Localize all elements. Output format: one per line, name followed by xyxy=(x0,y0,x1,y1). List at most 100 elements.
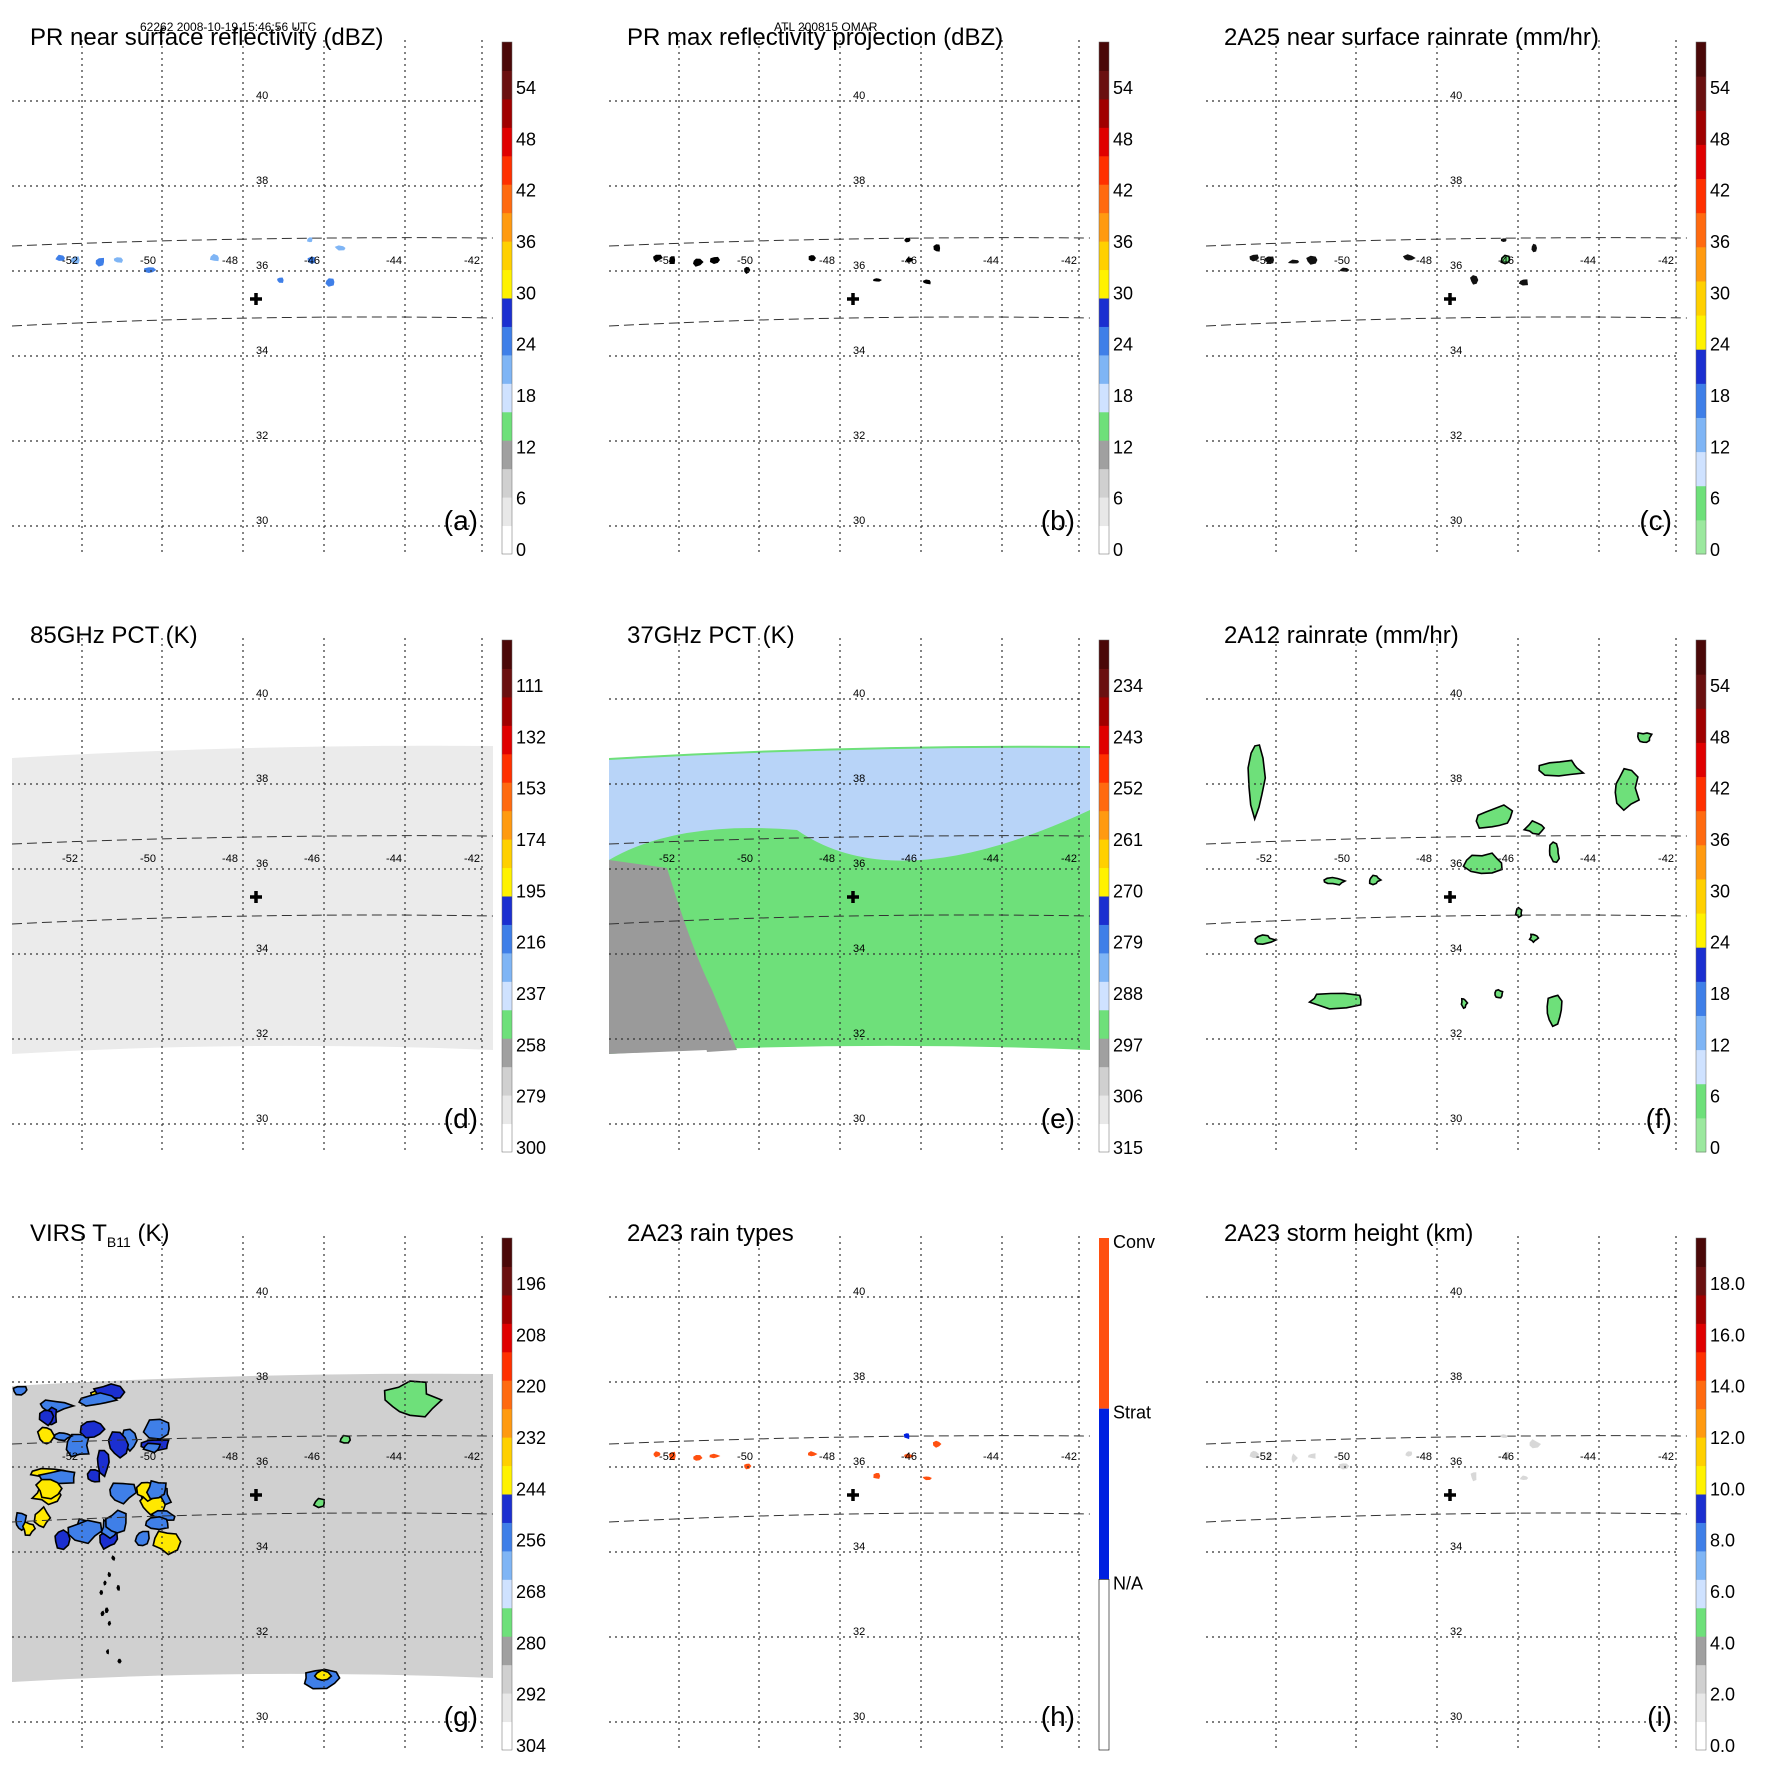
rain-contour xyxy=(1546,994,1563,1028)
rain-cell xyxy=(1500,254,1511,265)
cold-cloud xyxy=(339,1434,352,1444)
rain-cell xyxy=(668,1451,676,1461)
lon-label: -44 xyxy=(983,1451,999,1463)
cold-cloud xyxy=(105,1649,109,1655)
panel-h: 40 38 36 34 32 30 -52 -50 -48 -46 -44 -42 (h) N/A Stra… xyxy=(597,1196,1187,1786)
colorbar: 300 279 258 237 216 195 174 153 132 111 xyxy=(501,639,546,1158)
colorbar-segment xyxy=(1099,298,1109,327)
colorbar-label: 2.0 xyxy=(1710,1685,1735,1705)
colorbar-segment xyxy=(502,298,512,327)
colorbar: 0 6 12 18 24 30 36 42 48 54 xyxy=(1695,41,1730,560)
colorbar-segment xyxy=(1099,98,1109,128)
colorbar-segment xyxy=(1099,981,1109,1011)
orbit-header: 62262 2008-10-19 15:46:56 UTC xyxy=(140,20,317,34)
rain-cell xyxy=(1518,279,1528,286)
lon-label: -42 xyxy=(1658,255,1674,267)
colorbar-segment xyxy=(1696,1294,1706,1324)
panel-title-text: 2A23 storm height (km) xyxy=(1224,1220,1474,1247)
panel-map: 40 38 36 34 32 30 -52 -50 -48 -46 -44 -42 (g) 304 292 2… xyxy=(11,1236,546,1756)
lat-label: 34 xyxy=(256,1541,268,1553)
colorbar-segment xyxy=(502,725,512,755)
colorbar-label: 12 xyxy=(516,437,536,457)
swath-edge xyxy=(608,1435,1091,1445)
colorbar-segment xyxy=(502,1380,512,1410)
lat-label: 32 xyxy=(1450,430,1462,442)
colorbar-segment xyxy=(1696,76,1706,111)
colorbar-segment xyxy=(502,269,512,299)
cold-cloud xyxy=(34,1478,63,1500)
lon-label: -44 xyxy=(1580,1451,1596,1463)
rain-cell xyxy=(277,277,284,283)
rain-cell xyxy=(1307,1453,1316,1459)
lon-label: -44 xyxy=(983,255,999,267)
colorbar-label: 280 xyxy=(516,1633,546,1653)
colorbar-segment xyxy=(1099,1009,1109,1039)
colorbar-label: 12 xyxy=(1113,437,1133,457)
graticule: 40 38 36 34 32 30 -52 -50 -48 -46 -44 -42 xyxy=(12,40,483,552)
colorbar-label: 30 xyxy=(516,283,536,303)
rain-cell xyxy=(693,1455,703,1461)
colorbar-segment xyxy=(502,1550,512,1580)
lat-label: 38 xyxy=(853,1371,865,1383)
rain-cell xyxy=(1500,238,1507,242)
lon-label: -42 xyxy=(1658,1451,1674,1463)
swath-edge xyxy=(608,914,1091,925)
colorbar-label: 111 xyxy=(516,676,543,696)
rain-cell xyxy=(906,257,914,263)
colorbar-segment xyxy=(502,1323,512,1353)
colorbar-label: 220 xyxy=(516,1377,546,1397)
colorbar-segment xyxy=(1696,913,1706,948)
lat-label: 30 xyxy=(853,1113,865,1125)
colorbar-label: 0 xyxy=(516,540,526,560)
storm-center-icon xyxy=(1444,293,1456,305)
colorbar: 315 306 297 288 279 270 261 252 243 234 xyxy=(1098,639,1143,1158)
rain-cell xyxy=(808,1451,818,1457)
panel-letter: (f) xyxy=(1646,1103,1672,1134)
rain-cell xyxy=(209,253,219,262)
lat-label: 34 xyxy=(1450,943,1462,955)
colorbar-segment xyxy=(1099,42,1109,71)
swath-edge xyxy=(608,237,1091,247)
colorbar-label: 42 xyxy=(1710,181,1730,201)
lat-label: 34 xyxy=(853,943,865,955)
rain-contour xyxy=(1307,992,1362,1010)
panel-letter: (a) xyxy=(444,505,478,536)
colorbar-segment xyxy=(502,440,512,470)
colorbar-segment xyxy=(1099,924,1109,954)
cold-cloud xyxy=(104,1607,109,1614)
swath xyxy=(12,1373,493,1682)
lon-label: -52 xyxy=(1256,1451,1272,1463)
colorbar-label: 306 xyxy=(1113,1087,1143,1107)
cold-cloud xyxy=(117,1658,122,1664)
panel-e: 40 38 36 34 32 30 -52 -50 -48 -46 -44 -42 (e) 315 306 2… xyxy=(597,598,1187,1188)
cold-cloud xyxy=(38,1409,55,1427)
panel-map: 40 38 36 34 32 30 -52 -50 -48 -46 -44 -42 (e) 315 306 2… xyxy=(608,638,1143,1158)
colorbar-label: 12.0 xyxy=(1710,1428,1745,1448)
colorbar-label: 234 xyxy=(1113,676,1143,696)
colorbar-label: 30 xyxy=(1710,283,1730,303)
colorbar-segment xyxy=(1696,519,1706,555)
colorbar-segment xyxy=(1696,110,1706,145)
rain-cell xyxy=(1502,1451,1510,1460)
lon-label: -46 xyxy=(1498,1451,1514,1463)
colorbar-label: 297 xyxy=(1113,1035,1143,1055)
colorbar-segment xyxy=(1696,246,1706,282)
cold-cloud xyxy=(134,1530,150,1547)
rain-cell xyxy=(693,258,704,267)
rain-cell xyxy=(334,245,346,251)
colorbar-label: 6.0 xyxy=(1710,1582,1735,1602)
panel-map: 40 38 36 34 32 30 -52 -50 -48 -46 -44 -42 (i) 0.0 2.0 4… xyxy=(1205,1236,1745,1756)
lon-label: -50 xyxy=(737,853,753,865)
panel-c: 40 38 36 34 32 30 -52 -50 -48 -46 -44 -42 (c) 0 6 12 18 2… xyxy=(1194,0,1771,590)
colorbar: N/A Strat Conv xyxy=(1098,1232,1155,1751)
colorbar-segment xyxy=(1696,1049,1706,1085)
swath xyxy=(12,745,493,1054)
storm-center-icon xyxy=(847,1489,859,1501)
colorbar-segment xyxy=(1696,1550,1706,1580)
colorbar-segment xyxy=(502,1038,512,1068)
rain-cell xyxy=(1249,254,1259,262)
lon-label: -46 xyxy=(304,1451,320,1463)
rain-cell xyxy=(1339,267,1350,272)
colorbar-segment xyxy=(502,383,512,413)
